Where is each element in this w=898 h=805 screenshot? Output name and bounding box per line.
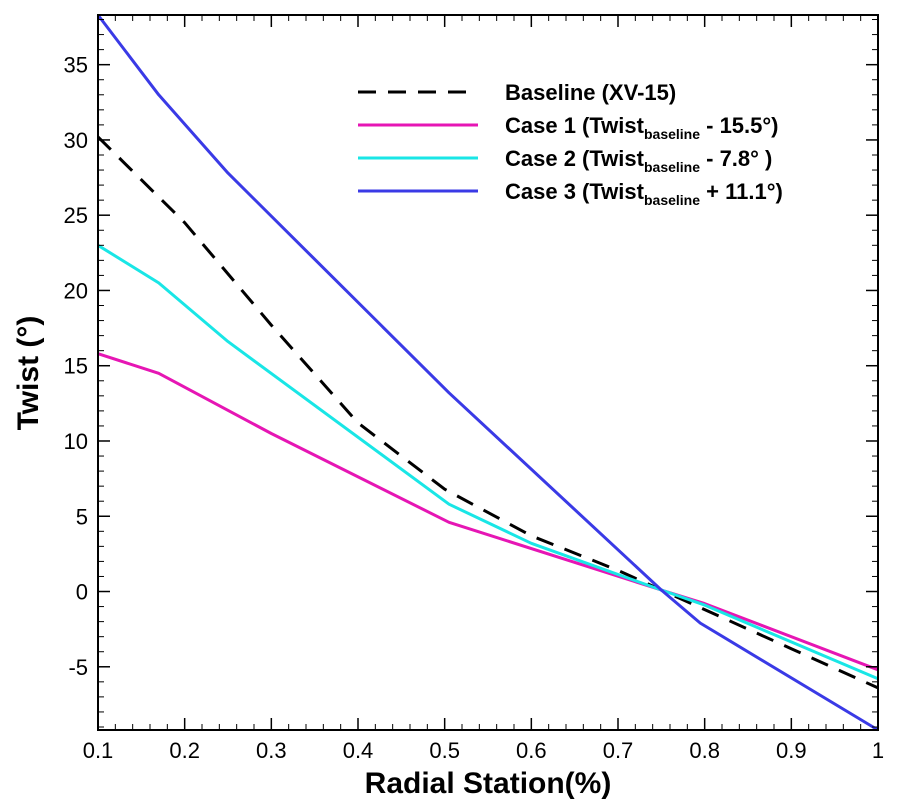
- y-axis-title: Twist (°): [12, 316, 45, 431]
- tick-labels: 0.1 0.2 0.3 0.4 0.5 0.6 0.7 0.8 0.9 1 -5 0 5 10 15 20 25…: [64, 53, 885, 763]
- y-tick-label: 20: [64, 278, 88, 303]
- x-tick-label: 0.5: [429, 738, 460, 763]
- x-tick-label: 0.3: [256, 738, 287, 763]
- series-line-4: [96, 14, 879, 732]
- x-axis-title: Radial Station(%): [365, 767, 612, 800]
- legend-label-2: Case 1 (Twistbaseline - 15.5°): [505, 113, 779, 142]
- x-tick-label: 0.2: [169, 738, 200, 763]
- y-tick-label: 0: [76, 580, 88, 605]
- y-tick-label: -5: [68, 655, 88, 680]
- y-tick-label: 10: [64, 429, 88, 454]
- x-tick-label: 0.9: [776, 738, 807, 763]
- y-tick-label: 30: [64, 128, 88, 153]
- y-tick-label: 5: [76, 504, 88, 529]
- legend-label-3: Case 2 (Twistbaseline - 7.8° ): [505, 146, 772, 175]
- legend: Baseline (XV-15) Case 1 (Twistbaseline - …: [358, 80, 783, 208]
- x-tick-label: 0.4: [343, 738, 374, 763]
- legend-label-1: Baseline (XV-15): [505, 80, 676, 105]
- x-tick-label: 0.8: [689, 738, 720, 763]
- x-tick-label: 0.7: [603, 738, 634, 763]
- series-line-1: [96, 135, 879, 690]
- x-tick-label: 0.6: [516, 738, 547, 763]
- y-tick-label: 35: [64, 53, 88, 78]
- y-tick-label: 15: [64, 354, 88, 379]
- y-tick-label: 25: [64, 203, 88, 228]
- plot-frame: [97, 14, 879, 731]
- x-tick-label: 1: [872, 738, 884, 763]
- x-tick-label: 0.1: [83, 738, 114, 763]
- plot-lines: [96, 14, 879, 732]
- legend-label-4: Case 3 (Twistbaseline + 11.1°): [505, 179, 783, 208]
- series-line-3: [97, 244, 879, 681]
